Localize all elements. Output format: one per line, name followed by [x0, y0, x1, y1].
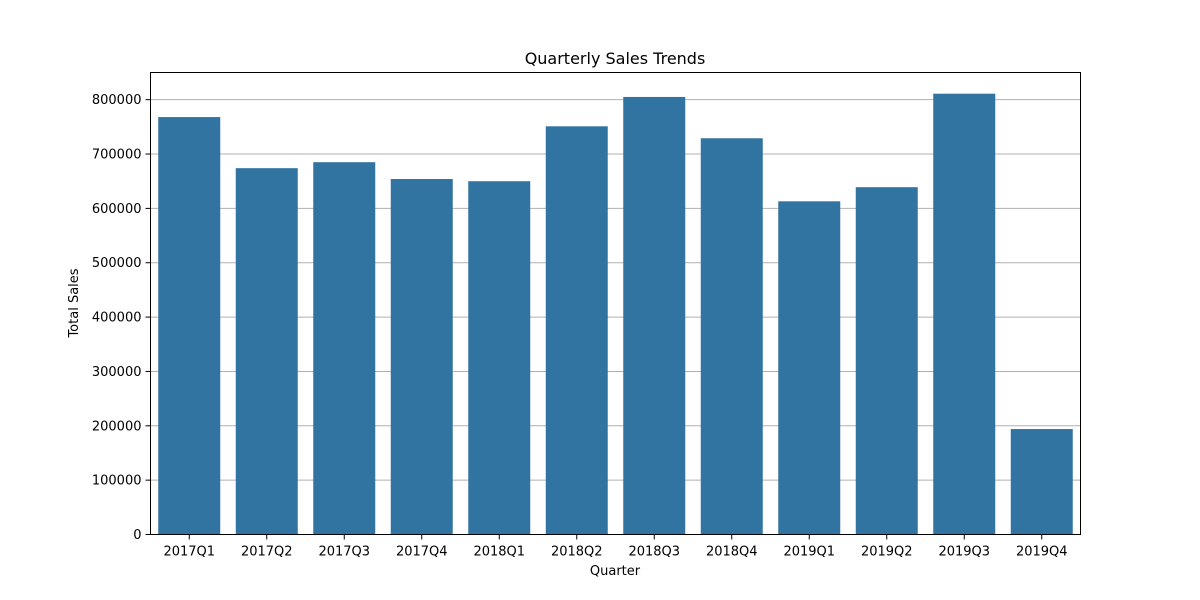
y-axis-label: Total Sales: [67, 268, 82, 338]
x-tick-label: 2017Q1: [163, 545, 215, 560]
bar-2019q1: [778, 201, 841, 535]
bar-2018q3: [623, 96, 686, 535]
x-tick-label: 2018Q4: [706, 545, 758, 560]
y-tick-label: 500000: [92, 256, 142, 271]
bar-2019q4: [1010, 429, 1073, 535]
y-tick-label: 200000: [92, 419, 142, 434]
y-tick-label: 700000: [92, 148, 142, 163]
bar-2018q4: [700, 138, 763, 535]
bars: [158, 93, 1073, 535]
bar-2018q2: [545, 126, 608, 535]
x-tick-label: 2019Q1: [783, 545, 835, 560]
y-axis-ticks: 0 100000 200000 300000 400000 500000 600000 700…: [92, 93, 151, 543]
bar-2017q2: [235, 168, 298, 535]
x-tick-label: 2018Q3: [628, 545, 680, 560]
x-tick-label: 2019Q2: [861, 545, 913, 560]
x-tick-label: 2019Q4: [1016, 545, 1068, 560]
bar-2017q1: [158, 117, 221, 535]
plot-frame: [150, 72, 1081, 535]
x-axis-label: Quarter: [590, 564, 641, 579]
bar-2017q4: [390, 179, 453, 535]
bar-2019q3: [933, 93, 996, 535]
y-tick-label: 0: [133, 528, 141, 543]
x-tick-label: 2017Q2: [241, 545, 293, 560]
y-tick-label: 100000: [92, 474, 142, 489]
bar-2019q2: [855, 187, 918, 535]
x-axis-ticks: 2017Q1 2017Q2 2017Q3 2017Q4 2018Q1 2018Q2 2018…: [163, 534, 1068, 560]
y-tick-label: 800000: [92, 93, 142, 108]
x-tick-label: 2019Q3: [938, 545, 990, 560]
y-gridlines: [150, 99, 1081, 481]
y-tick-label: 600000: [92, 202, 142, 217]
y-tick-label: 300000: [92, 365, 142, 380]
y-tick-label: 400000: [92, 311, 142, 326]
x-tick-label: 2018Q2: [551, 545, 603, 560]
x-tick-label: 2018Q1: [473, 545, 525, 560]
bar-2018q1: [468, 181, 531, 535]
chart-title: Quarterly Sales Trends: [525, 49, 706, 68]
x-tick-label: 2017Q4: [396, 545, 448, 560]
x-tick-label: 2017Q3: [318, 545, 370, 560]
bar-2017q3: [313, 162, 376, 535]
